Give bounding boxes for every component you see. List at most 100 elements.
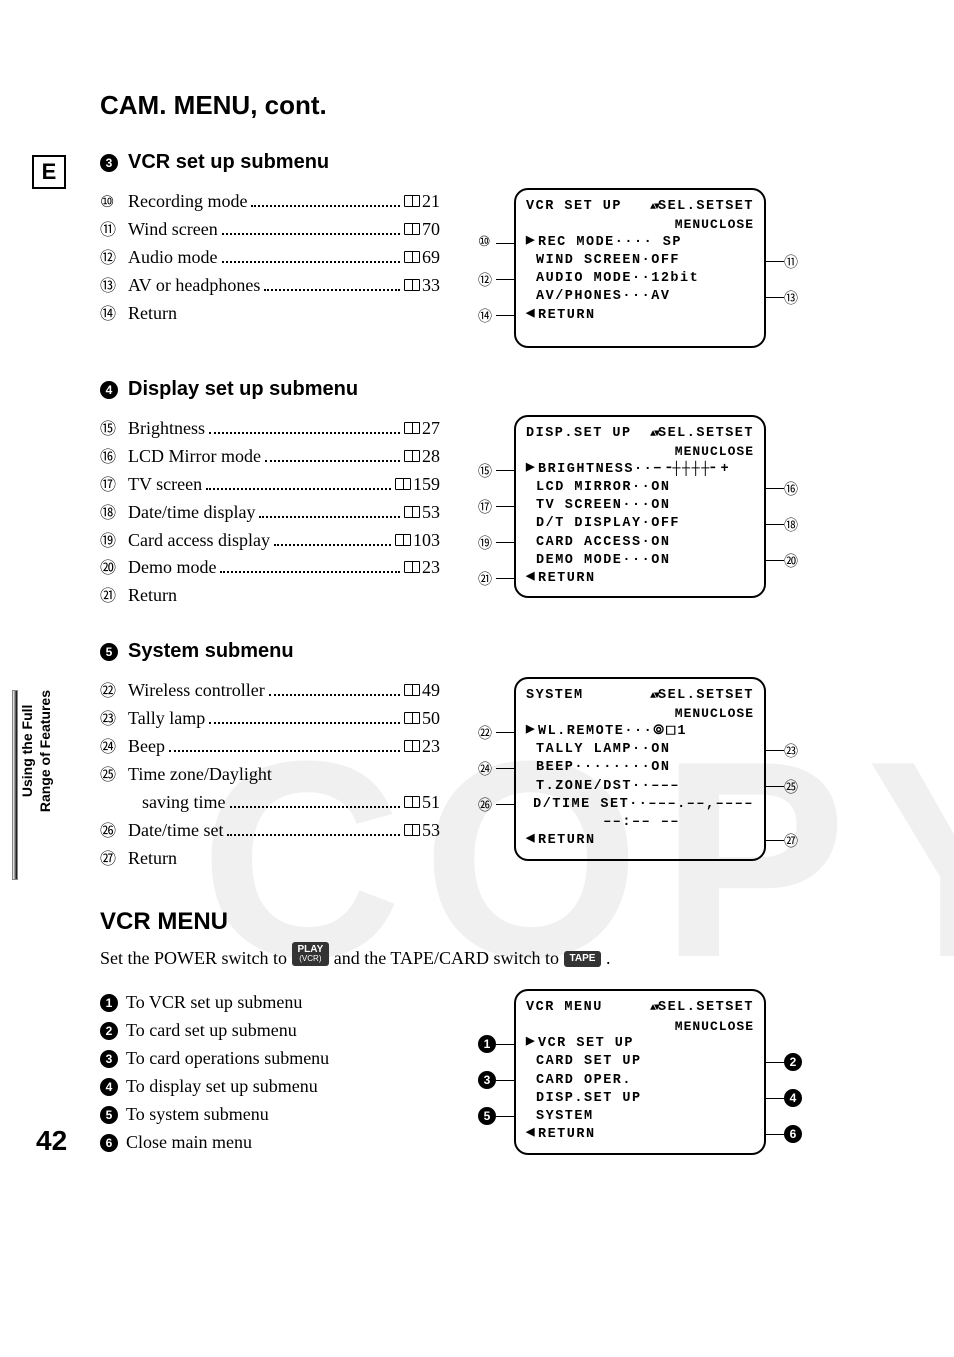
screen-subheader: MENUCLOSE: [526, 705, 754, 723]
item-label: AV or headphones: [128, 272, 260, 300]
callout-right: 2: [784, 1053, 802, 1071]
item-label: Beep: [128, 733, 165, 761]
item-label: LCD Mirror mode: [128, 443, 261, 471]
item-glyph: ⑲: [100, 530, 122, 555]
vcr-item-label: To VCR set up submenu: [126, 989, 302, 1017]
item-label: Tally lamp: [128, 705, 205, 733]
page-ref: 69: [422, 244, 440, 272]
callout-line: [496, 578, 516, 579]
vcr-item-num-icon: 5: [100, 1106, 118, 1124]
page-ref: 103: [413, 527, 440, 555]
callout-line: [496, 470, 516, 471]
item-label: Brightness: [128, 415, 205, 443]
list-item: ⑭ Return: [100, 300, 440, 328]
screen-header: DISP.SET UP▲▼SEL.SETSET: [526, 425, 754, 443]
screen-line: ▶BRIGHTNESS··−╶┼┼┼┼╴+: [526, 461, 754, 479]
vcr-item-num-icon: 1: [100, 994, 118, 1012]
callout-right: ㉗: [784, 831, 798, 851]
callout-left: 3: [478, 1071, 496, 1089]
callout-line: [496, 732, 516, 733]
vcr-item-label: Close main menu: [126, 1129, 252, 1157]
screen-line: ▶REC MODE···· SP: [526, 234, 754, 252]
leader-dots: [222, 219, 400, 235]
item-label: Audio mode: [128, 244, 218, 272]
menu-screen: VCR SET UP▲▼SEL.SETSETMENUCLOSE▶REC MODE…: [514, 188, 766, 348]
callout-line: [496, 279, 516, 280]
list-item: ⑪ Wind screen 70: [100, 216, 440, 244]
callout-right: ㉕: [784, 777, 798, 797]
callout-line: [496, 1044, 516, 1045]
book-icon: [404, 195, 420, 207]
book-icon: [404, 279, 420, 291]
list-item: ㉗ Return: [100, 845, 440, 873]
book-icon: [404, 450, 420, 462]
item-glyph: ⑮: [100, 418, 122, 443]
screen-header: VCR SET UP▲▼SEL.SETSET: [526, 198, 754, 216]
item-glyph: ㉒: [100, 680, 122, 705]
callout-line: [764, 1062, 784, 1063]
screen-column: SYSTEM▲▼SEL.SETSETMENUCLOSE▶WL.REMOTE···…: [470, 677, 830, 860]
screen-column: VCR SET UP▲▼SEL.SETSETMENUCLOSE▶REC MODE…: [470, 188, 830, 348]
vcr-item-label: To system submenu: [126, 1101, 269, 1129]
item-glyph: ㉕: [100, 764, 122, 789]
page-ref: 53: [422, 499, 440, 527]
callout-left: ⑮: [478, 461, 492, 481]
callout-left: ㉑: [478, 569, 492, 589]
item-glyph: ⑱: [100, 502, 122, 527]
book-icon: [404, 506, 420, 518]
vcr-list-item: 6 Close main menu: [100, 1129, 440, 1157]
list-item: ㉔ Beep 23: [100, 733, 440, 761]
leader-dots: [209, 708, 400, 724]
screen-line: SYSTEM: [526, 1108, 754, 1126]
book-icon: [395, 478, 411, 490]
screen-line: CARD SET UP: [526, 1053, 754, 1071]
screen-line: ◀RETURN: [526, 307, 754, 325]
vcr-sub-prefix: Set the POWER switch to: [100, 948, 292, 968]
callout-left: ⑭: [478, 306, 492, 326]
callout-line: [496, 1080, 516, 1081]
book-icon: [395, 534, 411, 546]
book-icon: [404, 684, 420, 696]
item-glyph: ⑰: [100, 474, 122, 499]
callout-right: 6: [784, 1125, 802, 1143]
section-title: Display set up submenu: [128, 378, 358, 401]
play-vcr-pill: PLAY (VCR): [292, 942, 330, 966]
callout-line: [764, 750, 784, 751]
section-title: VCR set up submenu: [128, 151, 329, 174]
callout-left: ㉔: [478, 759, 492, 779]
vcr-list-item: 5 To system submenu: [100, 1101, 440, 1129]
item-label: Recording mode: [128, 188, 247, 216]
book-icon: [404, 561, 420, 573]
section-num-icon: 5: [100, 643, 118, 661]
list-item: ⑮ Brightness 27: [100, 415, 440, 443]
leader-dots: [209, 418, 400, 434]
leader-dots: [206, 474, 391, 490]
page-ref: 51: [422, 789, 440, 817]
item-glyph: ㉖: [100, 820, 122, 845]
list-item: ㉓ Tally lamp 50: [100, 705, 440, 733]
leader-dots: [251, 191, 400, 207]
screen-header: VCR MENU▲▼SEL.SETSET: [526, 999, 754, 1017]
section-columns: ㉒ Wireless controller 49㉓ Tally lamp 50㉔…: [100, 677, 894, 872]
screen-subheader: MENUCLOSE: [526, 443, 754, 461]
callout-line: [764, 560, 784, 561]
callout-line: [764, 786, 784, 787]
page-ref: 159: [413, 471, 440, 499]
leader-dots: [274, 529, 391, 545]
item-glyph: ㉗: [100, 848, 122, 873]
item-label: TV screen: [128, 471, 202, 499]
section-title: System submenu: [128, 640, 294, 663]
callout-right: 4: [784, 1089, 802, 1107]
vcr-sub-mid: and the TAPE/CARD switch to: [334, 948, 564, 968]
page-ref: 23: [422, 554, 440, 582]
tape-pill: TAPE: [564, 951, 602, 967]
list-item: ⑳ Demo mode 23: [100, 554, 440, 582]
vcr-item-num-icon: 3: [100, 1050, 118, 1068]
item-list: ㉒ Wireless controller 49㉓ Tally lamp 50㉔…: [100, 677, 440, 872]
screen-line: T.ZONE/DST··–––: [526, 778, 754, 796]
screen-line: LCD MIRROR··ON: [526, 479, 754, 497]
callout-left: ⑫: [478, 270, 492, 290]
list-item-cont: saving time 51: [100, 789, 440, 817]
screen-line: TALLY LAMP··ON: [526, 741, 754, 759]
item-label: Date/time set: [128, 817, 223, 845]
